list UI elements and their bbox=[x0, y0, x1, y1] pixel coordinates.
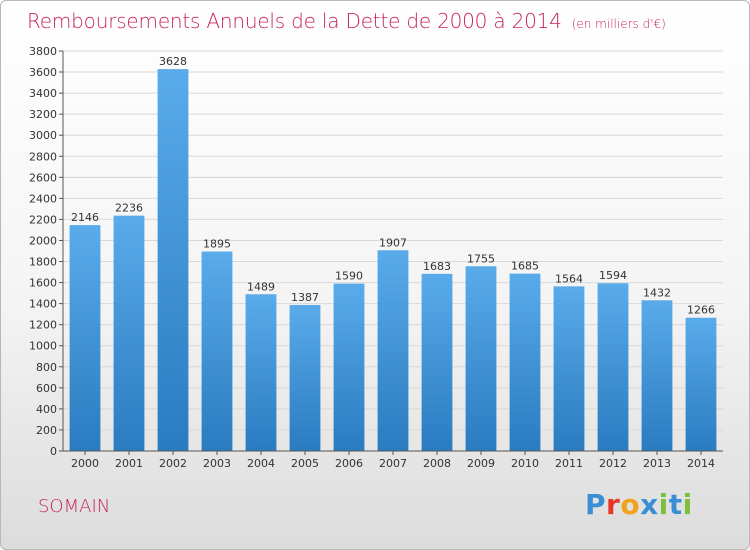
data-label-2001: 2236 bbox=[115, 202, 143, 215]
x-tick-label-2010: 2010 bbox=[511, 457, 539, 470]
x-tick-label-2000: 2000 bbox=[71, 457, 99, 470]
logo-letter: x bbox=[640, 488, 659, 521]
commune-name: SOMAIN bbox=[38, 496, 111, 517]
x-tick-label-2005: 2005 bbox=[291, 457, 319, 470]
data-label-2002: 3628 bbox=[159, 55, 187, 68]
data-label-2004: 1489 bbox=[247, 280, 275, 293]
chart-title-main: Remboursements Annuels de la Dette de 20… bbox=[27, 9, 562, 33]
bar-2004 bbox=[245, 294, 277, 451]
data-label-2006: 1590 bbox=[335, 270, 363, 283]
x-tick-label-2006: 2006 bbox=[335, 457, 363, 470]
y-tick-label: 3400 bbox=[29, 87, 57, 100]
x-tick-label-2008: 2008 bbox=[423, 457, 451, 470]
x-tick-label-2009: 2009 bbox=[467, 457, 495, 470]
data-label-2011: 1564 bbox=[555, 272, 583, 285]
bar-2012 bbox=[597, 283, 629, 451]
bar-2007 bbox=[377, 250, 409, 451]
bar-2005 bbox=[289, 305, 321, 451]
logo-letter: i bbox=[682, 488, 693, 521]
y-tick-label: 1800 bbox=[29, 256, 57, 269]
bar-2014 bbox=[685, 317, 717, 451]
chart-title-unit: (en milliers d'€) bbox=[571, 17, 666, 31]
x-tick-label-2014: 2014 bbox=[687, 457, 715, 470]
y-tick-label: 3600 bbox=[29, 66, 57, 79]
bar-2009 bbox=[465, 266, 497, 451]
logo-letter: o bbox=[620, 488, 641, 521]
y-tick-label: 1000 bbox=[29, 340, 57, 353]
axes: 0 200 400 600 800 1000 1200 1400 1600 1800 2000 220… bbox=[29, 45, 723, 470]
data-labels: 2146 2236 3628 1895 1489 1387 1590 1907 1683 1755… bbox=[71, 55, 715, 317]
y-tick-label: 1600 bbox=[29, 277, 57, 290]
logo-letter: P bbox=[585, 488, 607, 521]
proxiti-logo[interactable]: Proxiti bbox=[585, 488, 693, 521]
y-tick-label: 0 bbox=[50, 445, 57, 458]
data-label-2013: 1432 bbox=[643, 286, 671, 299]
y-tick-label: 400 bbox=[36, 403, 57, 416]
y-tick-label: 1200 bbox=[29, 319, 57, 332]
logo-letter: i bbox=[658, 488, 669, 521]
data-label-2010: 1685 bbox=[511, 260, 539, 273]
bar-2008 bbox=[421, 273, 453, 451]
bar-2000 bbox=[69, 225, 101, 451]
y-tick-label: 3200 bbox=[29, 108, 57, 121]
bar-2013 bbox=[641, 300, 673, 451]
x-tick-label-2001: 2001 bbox=[115, 457, 143, 470]
y-tick-label: 2800 bbox=[29, 150, 57, 163]
x-tick-label-2002: 2002 bbox=[159, 457, 187, 470]
y-tick-label: 800 bbox=[36, 361, 57, 374]
y-tick-label: 2200 bbox=[29, 213, 57, 226]
y-tick-label: 3800 bbox=[29, 45, 57, 58]
x-tick-label-2004: 2004 bbox=[247, 457, 275, 470]
y-tick-label: 200 bbox=[36, 424, 57, 437]
data-label-2012: 1594 bbox=[599, 269, 627, 282]
x-tick-label-2003: 2003 bbox=[203, 457, 231, 470]
chart-title: Remboursements Annuels de la Dette de 20… bbox=[27, 9, 666, 33]
data-label-2003: 1895 bbox=[203, 238, 231, 251]
bar-2006 bbox=[333, 283, 365, 451]
x-tick-label-2013: 2013 bbox=[643, 457, 671, 470]
data-label-2008: 1683 bbox=[423, 260, 451, 273]
bar-2010 bbox=[509, 273, 541, 451]
y-tick-label: 1400 bbox=[29, 298, 57, 311]
logo-letter: r bbox=[606, 488, 621, 521]
bar-2003 bbox=[201, 251, 233, 451]
data-label-2014: 1266 bbox=[687, 304, 715, 317]
x-tick-label-2011: 2011 bbox=[555, 457, 583, 470]
y-tick-label: 2600 bbox=[29, 171, 57, 184]
y-tick-label: 2400 bbox=[29, 192, 57, 205]
data-label-2009: 1755 bbox=[467, 252, 495, 265]
bars bbox=[69, 69, 717, 452]
bar-2011 bbox=[553, 286, 585, 451]
x-tick-label-2012: 2012 bbox=[599, 457, 627, 470]
logo-letter: t bbox=[668, 488, 683, 521]
y-tick-label: 3000 bbox=[29, 129, 57, 142]
data-label-2007: 1907 bbox=[379, 236, 407, 249]
data-label-2005: 1387 bbox=[291, 291, 319, 304]
bar-2002 bbox=[157, 69, 189, 452]
data-label-2000: 2146 bbox=[71, 211, 99, 224]
x-tick-label-2007: 2007 bbox=[379, 457, 407, 470]
bar-2001 bbox=[113, 215, 145, 451]
y-tick-label: 600 bbox=[36, 382, 57, 395]
y-tick-label: 2000 bbox=[29, 234, 57, 247]
